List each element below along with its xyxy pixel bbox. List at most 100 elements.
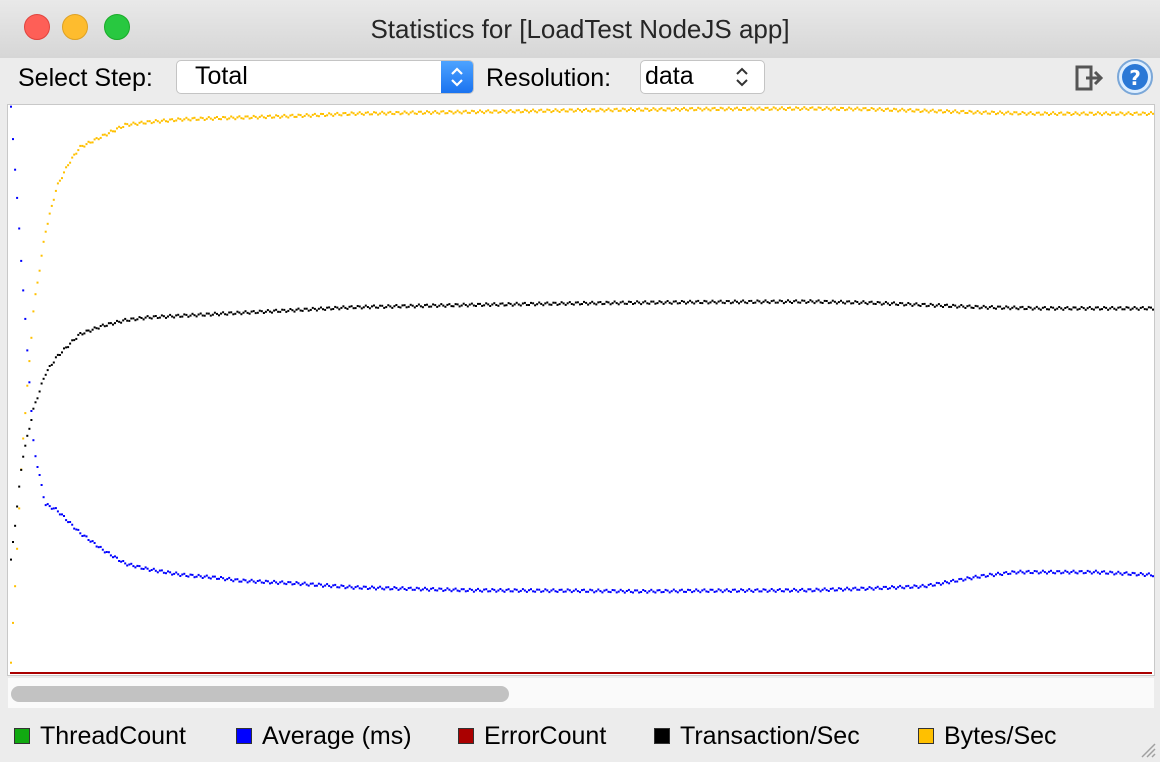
data-point (627, 300, 630, 303)
data-point (444, 112, 447, 115)
data-point (83, 332, 86, 335)
data-point (328, 306, 331, 309)
data-point (931, 108, 934, 111)
data-point (401, 112, 404, 115)
resize-grip-icon[interactable] (1136, 738, 1156, 758)
data-point (275, 581, 278, 584)
data-point (40, 484, 43, 486)
data-point (126, 564, 129, 567)
data-point (99, 325, 102, 327)
data-point (566, 110, 569, 113)
data-point (152, 315, 155, 318)
maximize-window-button[interactable] (104, 14, 130, 40)
data-point (617, 109, 620, 112)
data-point (972, 112, 975, 115)
horizontal-scrollbar[interactable] (8, 678, 1154, 708)
data-point (158, 121, 161, 124)
data-point (216, 577, 218, 580)
data-point (664, 588, 667, 591)
data-point (56, 353, 59, 356)
data-point (485, 302, 488, 305)
select-step-stepper-icon[interactable] (441, 61, 473, 93)
data-point (1072, 306, 1075, 309)
data-point (880, 588, 883, 591)
scrollbar-thumb[interactable] (11, 686, 509, 702)
data-point (538, 588, 541, 591)
select-step-dropdown[interactable]: Total (176, 60, 474, 94)
resolution-dropdown[interactable]: data (640, 60, 765, 94)
data-point (911, 110, 914, 113)
data-point (935, 581, 938, 584)
data-point (366, 111, 369, 114)
data-point (634, 302, 636, 305)
data-point (780, 106, 783, 109)
data-point (448, 588, 451, 591)
data-point (1064, 113, 1067, 116)
data-point (713, 590, 716, 593)
data-point (609, 591, 612, 594)
data-point (950, 580, 953, 583)
data-point (525, 304, 528, 306)
data-point (778, 299, 781, 302)
data-point (260, 114, 263, 117)
close-window-button[interactable] (24, 14, 50, 40)
data-point (142, 318, 145, 321)
data-point (744, 590, 747, 593)
data-point (32, 439, 35, 442)
data-point (609, 109, 612, 112)
data-point (118, 320, 121, 323)
data-point (332, 308, 335, 310)
help-icon[interactable]: ? (1116, 58, 1154, 96)
minimize-window-button[interactable] (62, 14, 88, 40)
data-point (179, 315, 182, 318)
data-point (242, 311, 245, 314)
export-icon[interactable] (1074, 62, 1106, 94)
data-point (784, 300, 787, 303)
data-point (150, 569, 153, 571)
data-point (326, 306, 329, 309)
data-point (564, 303, 567, 306)
data-point (884, 585, 887, 588)
data-point (572, 110, 575, 113)
data-point (222, 311, 225, 314)
data-point (968, 304, 971, 307)
data-point (1054, 572, 1057, 575)
data-point (821, 109, 824, 111)
data-point (128, 124, 131, 127)
data-point (593, 302, 596, 305)
data-point (795, 299, 798, 302)
data-point (695, 588, 698, 591)
data-point (456, 589, 459, 592)
legend-label: ThreadCount (40, 722, 186, 750)
data-point (1127, 573, 1130, 576)
data-point (197, 118, 200, 121)
data-point (713, 301, 716, 304)
data-point (89, 141, 92, 144)
data-point (548, 109, 551, 112)
data-point (413, 588, 416, 591)
data-point (715, 590, 718, 593)
data-point (1013, 305, 1016, 308)
data-point (297, 113, 300, 116)
data-point (16, 505, 19, 508)
data-point (177, 117, 180, 120)
data-point (479, 302, 481, 305)
data-point (621, 590, 624, 593)
data-point (760, 108, 763, 111)
data-point (495, 590, 498, 593)
data-point (642, 589, 645, 591)
data-point (1007, 306, 1010, 309)
data-point (1039, 113, 1042, 116)
data-point (426, 303, 428, 306)
data-point (532, 108, 535, 111)
data-point (860, 301, 863, 304)
data-point (1060, 111, 1063, 114)
data-point (566, 588, 569, 591)
data-point (432, 111, 435, 114)
data-point (148, 569, 151, 572)
data-point (550, 111, 553, 114)
data-point (1111, 111, 1114, 114)
data-point (303, 307, 306, 310)
data-point (876, 585, 879, 588)
data-point (77, 149, 80, 152)
